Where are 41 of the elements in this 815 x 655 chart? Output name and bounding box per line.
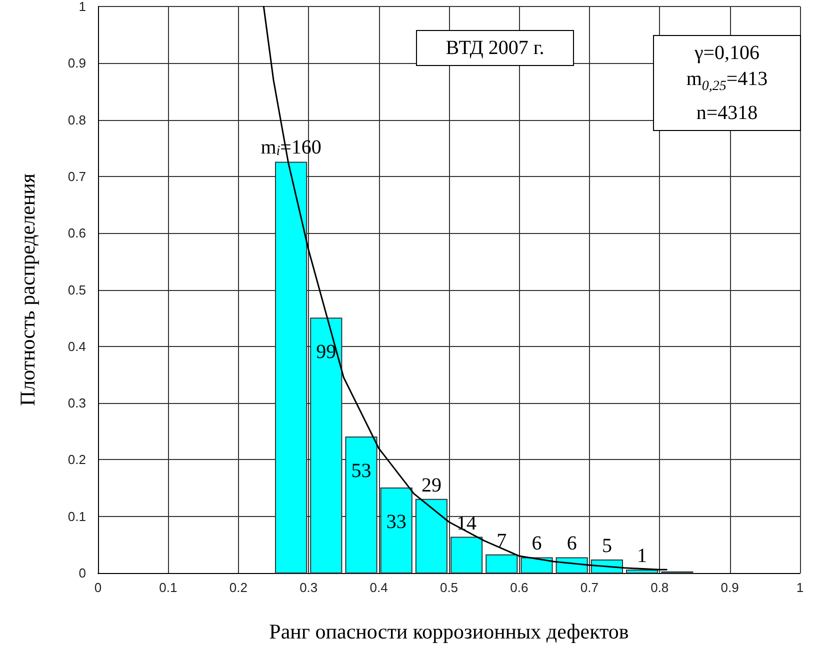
annotation: 6	[532, 532, 542, 555]
annotation: 29	[421, 474, 442, 496]
y-tick-label: 0.8	[68, 112, 86, 128]
text-box: ВТД 2007 г.	[416, 30, 574, 66]
annotation: m$_{0,25}$=413	[685, 67, 769, 96]
x-axis-title: Ранг опасности коррозионных дефектов	[269, 620, 629, 644]
x-tick-label: 0.4	[370, 580, 388, 595]
line-series	[262, 6, 668, 570]
text-box: γ=0,106 m$_{0,25}$=413 n=4318	[653, 35, 801, 131]
y-tick-label: 0.6	[68, 226, 86, 241]
annotation: 14	[456, 512, 477, 534]
y-tick-label: 0.1	[68, 508, 86, 524]
annotation: 1	[637, 545, 648, 568]
y-tick-label: 0.4	[68, 338, 86, 354]
x-tick-label: 0.8	[650, 580, 669, 595]
x-tick-label: 0.3	[300, 580, 318, 595]
y-tick-label: 1	[78, 0, 86, 14]
x-tick-label: 0	[94, 580, 102, 595]
y-tick-label: 0.5	[68, 282, 86, 298]
annotation: n=4318	[695, 101, 759, 126]
x-tick-label: 0.7	[580, 580, 598, 595]
x-tick-label: 1	[796, 580, 804, 595]
annotation: 5	[602, 534, 612, 557]
x-tick-label: 0.9	[720, 580, 739, 595]
annotation: 6	[566, 532, 577, 555]
annotation: 33	[386, 511, 406, 534]
y-tick-label: 0.2	[68, 452, 86, 468]
x-tick-label: 0.1	[159, 580, 178, 595]
annotation: 53	[351, 460, 372, 482]
annotation: γ=0,106	[693, 41, 761, 66]
y-tick-label: 0	[78, 566, 86, 580]
annotation: 99	[316, 341, 336, 364]
y-tick-label: 0.7	[68, 168, 86, 184]
annotation: ВТД 2007 г.	[444, 36, 546, 61]
x-tick-label: 0.6	[510, 580, 528, 595]
annotation: 7	[496, 530, 507, 552]
y-tick-label: 0.9	[68, 56, 86, 71]
y-tick-label: 0.3	[68, 396, 86, 411]
x-tick-label: 0.5	[440, 580, 458, 595]
x-tick-label: 0.2	[229, 580, 248, 595]
y-axis-title: Плотность распределения	[16, 173, 40, 406]
